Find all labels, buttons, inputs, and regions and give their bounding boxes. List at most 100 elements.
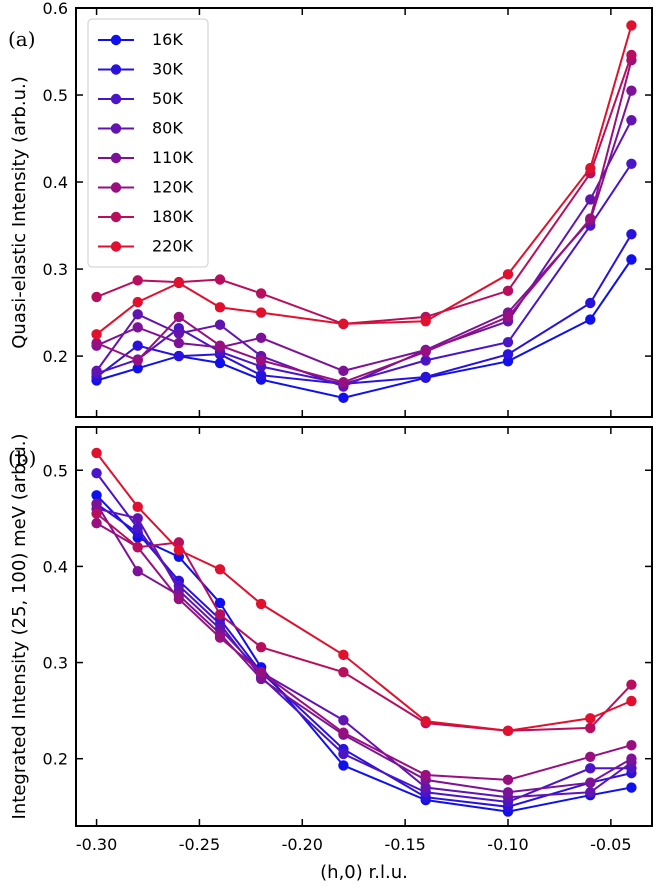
data-point-120K <box>502 311 514 323</box>
data-point-220K <box>173 277 185 289</box>
data-point-180K <box>173 537 185 548</box>
panel-1-xtick-label: -0.15 <box>384 835 425 854</box>
data-point-120K <box>132 355 143 366</box>
data-point-220K <box>626 20 637 31</box>
data-point-120K <box>91 337 102 349</box>
data-point-50K <box>585 763 596 774</box>
panel-0-ytick-label: 0.4 <box>43 173 68 192</box>
panel-1-xtick-label: -0.25 <box>179 835 220 854</box>
data-point-16K <box>214 597 226 609</box>
data-point-80K <box>338 715 349 726</box>
panel-1-xtick-label: -0.10 <box>487 835 528 854</box>
data-point-120K <box>420 346 431 357</box>
data-point-220K <box>214 302 226 313</box>
panel-1-xlabel: (h,0) r.l.u. <box>320 862 408 883</box>
legend-box <box>87 18 209 268</box>
data-point-120K <box>255 355 267 366</box>
data-point-120K <box>214 632 226 643</box>
data-point-180K <box>91 291 102 303</box>
data-point-80K <box>585 787 596 798</box>
legend-marker-80K <box>110 123 122 134</box>
legend-marker-180K <box>110 211 122 223</box>
data-point-30K <box>255 370 267 381</box>
data-point-30K <box>132 340 143 351</box>
panel-1-xtick-label: -0.20 <box>282 835 323 854</box>
panel-0-letter: (a) <box>8 27 36 51</box>
legend-label-16K: 16K <box>152 30 183 49</box>
legend-label-80K: 80K <box>152 119 183 138</box>
data-point-120K <box>173 311 185 323</box>
series-line-220K <box>95 25 633 336</box>
series-line-180K <box>95 512 633 732</box>
series-line-220K <box>95 452 632 732</box>
data-point-220K <box>132 501 143 512</box>
data-point-16K <box>132 363 143 374</box>
data-point-220K <box>420 316 431 327</box>
panel-0-frame <box>75 7 653 418</box>
data-point-16K <box>338 760 349 771</box>
data-point-180K <box>132 275 143 286</box>
data-point-220K <box>626 695 637 707</box>
panel-1-ytick-label: 0.3 <box>43 654 68 673</box>
series-line-30K <box>95 233 633 385</box>
data-point-220K <box>255 598 267 610</box>
data-point-16K <box>585 314 596 325</box>
data-point-220K <box>132 296 143 308</box>
data-point-120K <box>338 376 349 388</box>
data-point-120K <box>91 517 102 529</box>
legend-label-220K: 220K <box>152 237 194 256</box>
data-point-30K <box>626 229 637 240</box>
data-point-30K <box>173 350 185 362</box>
data-point-180K <box>585 722 596 734</box>
data-point-50K <box>502 336 514 348</box>
legend-label-120K: 120K <box>152 178 194 197</box>
data-point-180K <box>626 49 637 61</box>
legend-label-110K: 110K <box>152 148 194 167</box>
panel-1-ytick-label: 0.2 <box>43 750 68 769</box>
data-point-220K <box>255 307 267 318</box>
series-line-110K <box>95 503 632 794</box>
data-point-220K <box>338 318 349 330</box>
data-point-16K <box>626 782 637 793</box>
data-point-220K <box>585 713 596 724</box>
data-point-220K <box>214 564 226 575</box>
data-point-80K <box>420 782 431 793</box>
panel-0-ylabel: Quasi-elastic Intensity (arb.u.) <box>9 76 30 348</box>
data-point-50K <box>132 522 143 534</box>
data-point-80K <box>585 194 596 205</box>
legend-label-30K: 30K <box>152 60 183 79</box>
panel-1-xtick-label: -0.05 <box>590 835 631 854</box>
panel-1-ytick-label: 0.4 <box>43 557 68 576</box>
data-point-30K <box>502 349 514 360</box>
data-point-110K <box>255 332 267 344</box>
data-point-180K <box>338 666 349 678</box>
panel-0-ytick-label: 0.3 <box>43 260 68 279</box>
data-point-220K <box>91 329 102 340</box>
data-point-120K <box>255 666 267 678</box>
legend-marker-220K <box>110 241 122 252</box>
data-point-110K <box>132 566 143 577</box>
data-point-180K <box>255 288 267 299</box>
data-point-120K <box>585 213 596 224</box>
data-point-16K <box>91 490 102 501</box>
panel-0-ytick-label: 0.2 <box>43 347 68 366</box>
data-point-220K <box>502 269 514 280</box>
legend-marker-30K <box>110 64 122 75</box>
data-point-120K <box>173 593 185 605</box>
data-point-220K <box>91 447 102 459</box>
data-point-220K <box>585 162 596 174</box>
data-point-80K <box>91 365 102 377</box>
data-point-110K <box>338 365 349 377</box>
legend-marker-110K <box>110 152 122 164</box>
data-point-110K <box>626 753 637 764</box>
data-point-220K <box>420 716 431 727</box>
panel-1-letter: (b) <box>8 446 36 470</box>
data-point-16K <box>214 357 226 369</box>
data-point-80K <box>626 115 637 126</box>
data-point-220K <box>502 725 514 737</box>
data-point-80K <box>132 309 143 320</box>
data-point-120K <box>626 740 637 751</box>
series-line-16K <box>96 258 633 399</box>
data-point-180K <box>502 285 514 297</box>
legend-marker-50K <box>110 93 122 105</box>
